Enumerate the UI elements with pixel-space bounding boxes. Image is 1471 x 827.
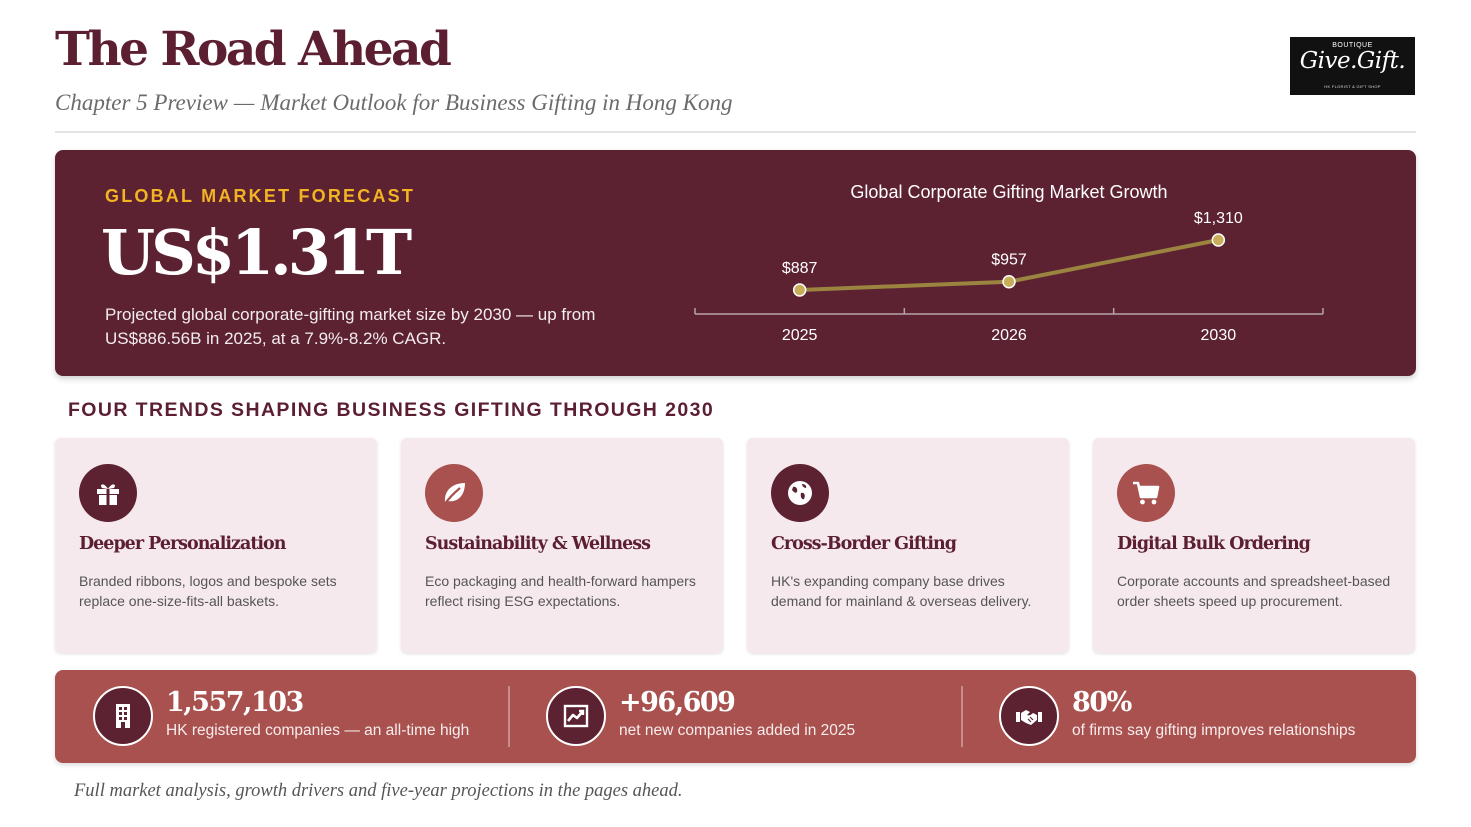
trends-section-title: FOUR TRENDS SHAPING BUSINESS GIFTING THR…	[68, 399, 715, 421]
data-label: $957	[991, 252, 1027, 269]
growth-chart-icon	[563, 704, 589, 728]
logo-top-text: BOUTIQUE	[1332, 42, 1373, 49]
page-title: The Road Ahead	[55, 22, 452, 77]
stat-icon-badge	[93, 686, 153, 746]
trend-icon-badge	[425, 464, 483, 522]
handshake-icon	[1016, 710, 1042, 725]
stat-new-companies: +96,609 net new companies added in 2025	[546, 670, 966, 763]
x-tick-label: 2026	[991, 327, 1027, 344]
stat-value: +96,609	[619, 687, 736, 718]
market-forecast-panel: GLOBAL MARKET FORECAST US$1.31T Projecte…	[55, 150, 1416, 376]
trend-description: HK's expanding company base drives deman…	[771, 573, 1032, 609]
data-point	[1211, 233, 1226, 247]
stat-divider	[961, 686, 963, 747]
gift-icon	[97, 484, 119, 505]
trend-card-personalization: Deeper Personalization Branded ribbons, …	[55, 438, 377, 653]
market-growth-chart: Global Corporate Gifting Market Growth $8…	[694, 182, 1324, 344]
chart-title: Global Corporate Gifting Market Growth	[850, 182, 1167, 202]
trend-card-digital-ordering: Digital Bulk Ordering Corporate accounts…	[1093, 438, 1415, 653]
logo-tagline: HK FLORIST & GIFT SHOP	[1324, 84, 1381, 89]
data-label: $887	[782, 260, 818, 277]
trend-title: Digital Bulk Ordering	[1117, 534, 1311, 554]
data-point	[792, 283, 807, 297]
leaf-icon	[443, 483, 465, 506]
trend-icon-badge	[1117, 464, 1175, 522]
forecast-description: Projected global corporate-gifting marke…	[105, 305, 596, 348]
stat-divider	[508, 686, 510, 747]
x-tick-label: 2030	[1201, 327, 1237, 344]
stat-value: 1,557,103	[166, 687, 304, 718]
forecast-value: US$1.31T	[101, 216, 412, 289]
x-tick-label: 2025	[782, 327, 818, 344]
stat-icon-badge	[999, 686, 1059, 746]
trend-description: Corporate accounts and spreadsheet-based…	[1117, 573, 1391, 609]
page-subtitle: Chapter 5 Preview — Market Outlook for Bus…	[55, 90, 732, 116]
stat-registered-companies: 1,557,103 HK registered companies — an a…	[93, 670, 513, 763]
stat-label: HK registered companies — an all-time hi…	[166, 722, 470, 739]
footer-note: Full market analysis, growth drivers and…	[74, 781, 683, 801]
building-icon	[116, 704, 130, 728]
subtitle-chapter: Chapter 5 Preview	[55, 90, 228, 115]
trend-title: Sustainability & Wellness	[425, 534, 651, 554]
trend-icon-badge	[771, 464, 829, 522]
cart-icon	[1133, 481, 1160, 505]
trend-card-cross-border: Cross-Border Gifting HK's expanding comp…	[747, 438, 1069, 653]
stat-label: net new companies added in 2025	[619, 722, 856, 739]
subtitle-separator: —	[233, 90, 255, 115]
trend-description: Eco packaging and health-forward hampers…	[425, 573, 696, 609]
data-point	[1002, 274, 1016, 289]
subtitle-topic: Market Outlook for Business Gifting in H…	[260, 90, 733, 115]
data-label: $1,310	[1194, 210, 1243, 227]
key-stats-bar: 1,557,103 HK registered companies — an a…	[55, 670, 1416, 763]
logo-wordmark: Give.Gift.	[1299, 48, 1406, 74]
trend-title: Deeper Personalization	[79, 534, 286, 554]
globe-icon	[788, 481, 812, 505]
forecast-kicker: GLOBAL MARKET FORECAST	[105, 186, 416, 206]
stat-label: of firms say gifting improves relationsh…	[1072, 722, 1356, 739]
brand-logo: BOUTIQUE Give.Gift. HK FLORIST & GIFT SH…	[1290, 37, 1415, 95]
trend-title: Cross-Border Gifting	[771, 534, 957, 554]
stat-gifting-relationships: 80% of firms say gifting improves relati…	[999, 670, 1399, 763]
stat-value: 80%	[1072, 687, 1132, 718]
header-divider	[55, 131, 1416, 133]
trend-description: Branded ribbons, logos and bespoke sets …	[79, 573, 337, 609]
stat-icon-badge	[546, 686, 606, 746]
trend-icon-badge	[79, 464, 137, 522]
trend-card-sustainability: Sustainability & Wellness Eco packaging …	[401, 438, 723, 653]
